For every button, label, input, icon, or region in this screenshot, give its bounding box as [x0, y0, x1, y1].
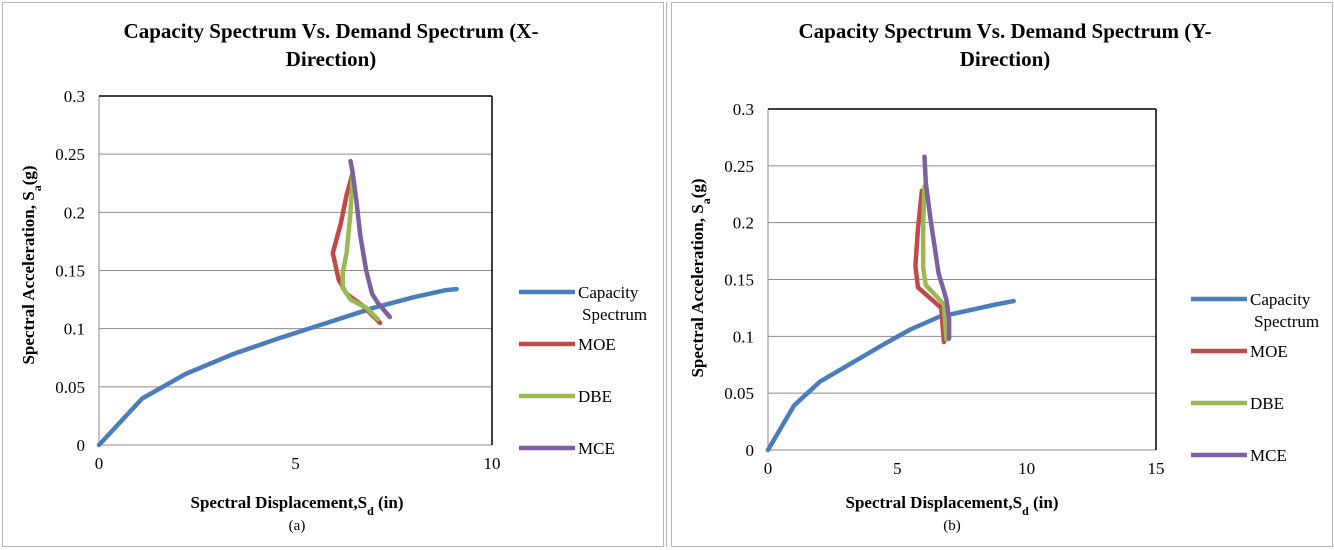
chart-panel-x-direction: Capacity Spectrum Vs. Demand Spectrum (X…	[2, 2, 664, 547]
y-axis-title: Spectral Acceleration, Sa(g)	[688, 178, 713, 377]
y-tick-label: 0.25	[55, 145, 85, 164]
y-tick-label: 0	[746, 441, 755, 460]
grid-lines	[98, 95, 493, 446]
legend-label-capacity-spectrum-line2: Spectrum	[582, 305, 647, 324]
legend-label-capacity-spectrum: Capacity	[1250, 290, 1311, 309]
series-line-moe	[913, 188, 947, 345]
y-tick-label: 0.1	[733, 327, 754, 346]
panel-divider	[666, 2, 667, 547]
chart-svg-x: Capacity Spectrum Vs. Demand Spectrum (X…	[19, 19, 647, 534]
series-line-capacity-spectrum	[96, 286, 459, 448]
x-tick-label: 10	[1018, 459, 1035, 478]
series-line-mce	[922, 154, 952, 341]
chart-title-line2: Direction)	[960, 47, 1051, 71]
series-line-mce	[348, 158, 393, 320]
series-line-dbe	[340, 175, 381, 322]
x-axis-title: Spectral Displacement,Sd (in)	[845, 493, 1058, 518]
y-tick-label: 0.3	[64, 87, 85, 106]
y-tick-label: 0.1	[64, 320, 85, 339]
legend-label-moe: MOE	[1250, 342, 1288, 361]
x-tick-label: 10	[484, 454, 501, 473]
y-tick-label: 0.05	[55, 378, 85, 397]
plot-area	[96, 158, 459, 448]
legend-label-mce: MCE	[578, 439, 615, 458]
tick-labels: 0 0.05 0.1 0.15 0.2 0.25 0.3 0 5 10	[55, 87, 500, 473]
chart-title-line1: Capacity Spectrum Vs. Demand Spectrum (X…	[124, 19, 539, 43]
legend: Capacity Spectrum MOE DBE MCE	[519, 283, 647, 458]
x-tick-label: 0	[95, 454, 104, 473]
y-tick-label: 0.15	[55, 262, 85, 281]
x-tick-label: 15	[1148, 459, 1165, 478]
grid-lines	[767, 108, 1157, 451]
chart-svg-y: Capacity Spectrum Vs. Demand Spectrum (Y…	[688, 19, 1319, 534]
y-tick-label: 0.3	[733, 100, 754, 119]
x-tick-label: 5	[291, 454, 300, 473]
chart-panel-y-direction: Capacity Spectrum Vs. Demand Spectrum (Y…	[671, 2, 1333, 547]
series-line-capacity-spectrum	[765, 298, 1016, 453]
y-tick-label: 0.15	[724, 271, 754, 290]
plot-area	[765, 154, 1016, 453]
y-tick-label: 0.05	[724, 384, 754, 403]
legend-label-capacity-spectrum: Capacity	[578, 283, 639, 302]
legend-label-capacity-spectrum-line2: Spectrum	[1254, 312, 1319, 331]
legend-label-mce: MCE	[1250, 446, 1287, 465]
chart-title-line2: Direction)	[286, 47, 377, 71]
legend-label-dbe: DBE	[578, 387, 612, 406]
panel-caption: (b)	[943, 518, 961, 534]
y-tick-label: 0.2	[733, 214, 754, 233]
legend-label-dbe: DBE	[1250, 394, 1284, 413]
chart-title-line1: Capacity Spectrum Vs. Demand Spectrum (Y…	[799, 19, 1212, 43]
tick-labels: 0 0.05 0.1 0.15 0.2 0.25 0.3 0 5 10 15	[724, 100, 1164, 478]
y-tick-label: 0.2	[64, 203, 85, 222]
y-tick-label: 0.25	[724, 157, 754, 176]
y-tick-label: 0	[77, 436, 86, 455]
x-axis-title: Spectral Displacement,Sd (in)	[190, 493, 403, 518]
legend: Capacity Spectrum MOE DBE MCE	[1191, 290, 1319, 465]
x-tick-label: 0	[764, 459, 773, 478]
x-tick-label: 5	[893, 459, 902, 478]
series-line-dbe	[920, 184, 949, 342]
legend-label-moe: MOE	[578, 335, 616, 354]
panel-caption: (a)	[289, 518, 306, 534]
y-axis-title: Spectral Acceleration, Sa(g)	[19, 165, 44, 364]
